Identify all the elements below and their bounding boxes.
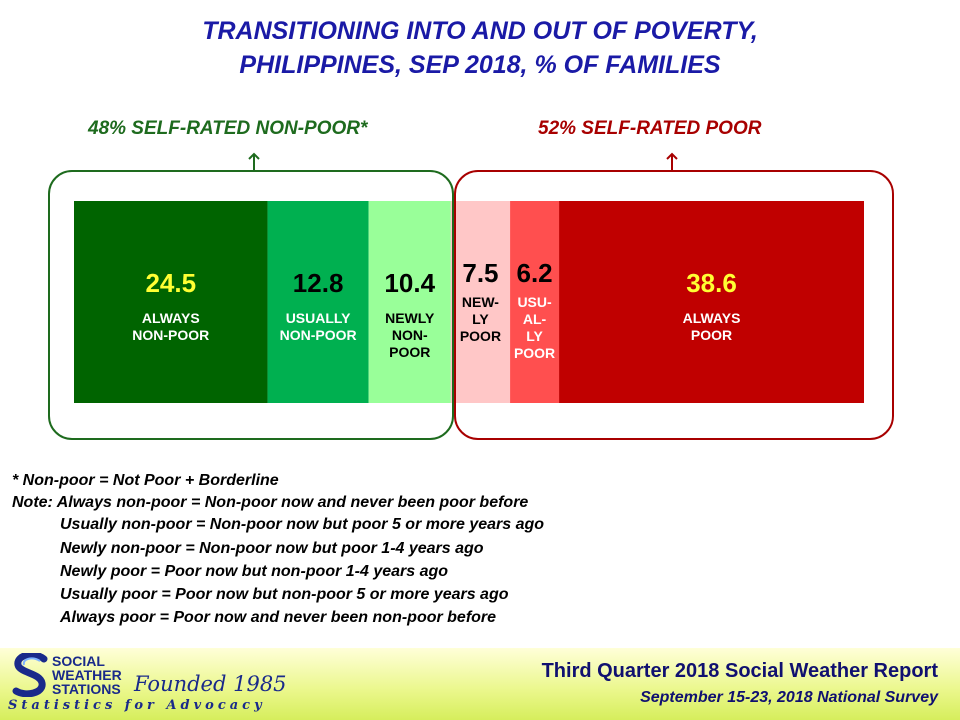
footer-bar [0,648,960,720]
segment-label-line: NON- [391,327,428,343]
segment-label-line: USUALLY [285,310,351,326]
segment-label-line: ALWAYS [141,310,200,326]
logo-text-stations: STATIONS [52,681,121,697]
founded-year: Founded 1985 [134,672,287,696]
report-title: Third Quarter 2018 Social Weather Report [541,660,938,682]
non-poor-group-label: 48% SELF-RATED NON-POOR* [88,118,368,139]
segment-label-line: POOR [690,327,733,343]
segment-value: 12.8 [292,268,344,298]
segment-label: ALWAYS POOR [559,310,864,344]
segment-value: 10.4 [384,268,436,298]
logo-text-social: SOCIAL [52,653,105,669]
poor-group-label: 52% SELF-RATED POOR [538,118,762,139]
non-poor-group-box [48,170,454,440]
segment-label: USUALLY NON-POOR [268,310,369,344]
segment-label-line: POOR [513,345,556,361]
segment-label-line: NON-POOR [132,327,210,343]
logo-text-weather: WEATHER [52,667,122,683]
chart-title-line-2: PHILIPPINES, SEP 2018, % OF FAMILIES [239,51,721,79]
segment-value: 7.5 [462,258,499,288]
footnote: * Non-poor = Not Poor + Borderline [12,472,279,489]
segment-label-line: POOR [459,328,502,344]
segment-label: USU- AL- LY POOR [510,294,559,362]
segment-label: ALWAYS NON-POOR [74,310,268,344]
note-definition: Newly non-poor = Non-poor now but poor 1… [60,540,484,557]
segment-label-line: AL- [522,311,547,327]
segment-value: 38.6 [686,268,737,298]
non-poor-arrow-icon [248,152,260,170]
report-subtitle: September 15-23, 2018 National Survey [640,689,938,706]
chart-title-line-1: TRANSITIONING INTO AND OUT OF POVERTY, [202,17,758,45]
note-definition: Usually non-poor = Non-poor now but poor… [60,516,545,533]
segment-label-line: USU- [517,294,552,310]
sws-logo-icon [12,653,48,697]
segment-value: 6.2 [516,258,553,288]
note-definition: Always poor = Poor now and never been no… [60,609,497,626]
segment-label-line: POOR [389,344,431,360]
poor-group-box [454,170,894,440]
segment-label-line: ALWAYS [682,310,741,326]
logo-motto: Statistics for Advocacy [8,698,266,713]
poor-arrow-icon [666,152,678,170]
segment-label-line: LY [526,328,543,344]
segment-label-line: NEWLY [385,310,435,326]
segment-label-line: NEW- [461,294,499,310]
segment-label-line: NON-POOR [279,327,357,343]
segment-value: 24.5 [145,268,197,298]
note-definition: Newly poor = Poor now but non-poor 1-4 y… [60,563,449,580]
segment-label: NEW- LY POOR [451,294,510,345]
segment-label: NEWLY NON- POOR [369,310,451,361]
segment-label-line: LY [472,311,489,327]
note-definition: Usually poor = Poor now but non-poor 5 o… [60,586,509,603]
note-intro: Note: Always non-poor = Non-poor now and… [12,494,529,511]
